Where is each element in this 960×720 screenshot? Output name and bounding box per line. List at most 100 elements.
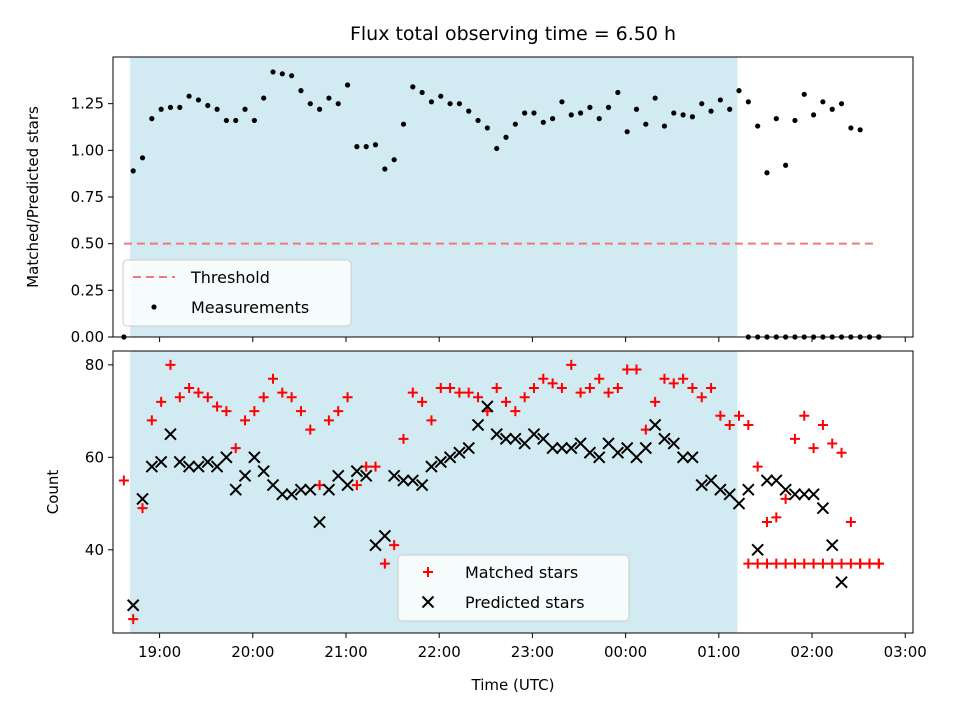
ratio-panel: 0.00 0.25 0.50 0.75 1.00 1.25 Threshold Measure… xyxy=(71,56,914,346)
y-tick-label: 40 xyxy=(85,541,104,559)
legend-box xyxy=(122,259,352,327)
measurement-point xyxy=(503,134,509,140)
predicted-star-point xyxy=(406,474,420,487)
predicted-star-point xyxy=(294,483,308,496)
y-tick-label: 60 xyxy=(85,448,104,466)
matched-star-point xyxy=(305,424,316,435)
measurement-point xyxy=(261,95,267,101)
measurement-point xyxy=(326,95,332,101)
measurement-point xyxy=(242,106,248,112)
predicted-star-point xyxy=(425,460,438,473)
matched-star-point xyxy=(659,373,670,384)
measurement-point xyxy=(829,106,835,112)
measurement-point xyxy=(522,110,528,116)
matched-star-point xyxy=(808,558,819,569)
measurement-point xyxy=(270,69,276,75)
predicted-star-point xyxy=(313,515,326,529)
matched-star-point xyxy=(435,382,446,393)
matched-star-point xyxy=(752,558,763,569)
count-y-axis-label: Count xyxy=(44,470,62,515)
predicted-star-point xyxy=(499,432,513,446)
matched-star-point xyxy=(417,396,428,407)
predicted-star-point xyxy=(742,483,755,496)
predicted-star-point xyxy=(826,538,839,552)
matched-star-point xyxy=(463,387,474,398)
measurement-point xyxy=(689,114,696,120)
y-tick-label: 1.00 xyxy=(71,141,104,159)
legend-measurements-swatch xyxy=(151,304,157,310)
legend-threshold-label: Threshold xyxy=(190,268,270,287)
predicted-star-point xyxy=(471,418,485,432)
measurement-point xyxy=(540,119,546,125)
predicted-star-point xyxy=(359,469,373,483)
y-tick-label: 0.50 xyxy=(71,235,104,253)
matched-star-point xyxy=(333,406,344,417)
predicted-star-point xyxy=(210,460,224,473)
y-tick-label: 1.25 xyxy=(71,95,104,113)
x-tick-label: 23:00 xyxy=(511,643,554,661)
matched-star-point xyxy=(342,392,353,403)
measurement-point xyxy=(643,121,649,127)
predicted-star-point xyxy=(574,437,587,450)
matched-star-point xyxy=(323,415,334,426)
measurement-point xyxy=(298,88,304,94)
legend-predicted-label: Predicted stars xyxy=(465,593,585,612)
predicted-star-point xyxy=(238,469,252,483)
x-tick-label: 20:00 xyxy=(231,643,274,661)
matched-star-point xyxy=(230,443,241,454)
predicted-star-point xyxy=(732,497,746,510)
predicted-star-point xyxy=(229,483,242,496)
predicted-star-point xyxy=(164,428,177,441)
measurement-point xyxy=(335,101,341,107)
matched-star-point xyxy=(193,387,204,398)
matched-star-point xyxy=(622,364,633,375)
predicted-star-point xyxy=(182,460,196,473)
matched-star-point xyxy=(687,382,698,393)
predicted-star-point xyxy=(686,451,699,464)
matched-star-point xyxy=(761,558,772,569)
matched-star-point xyxy=(808,443,819,454)
measurement-point xyxy=(167,104,174,110)
measurement-point xyxy=(317,106,323,112)
ratio-y-axis-label: Matched/Predicted stars xyxy=(24,106,42,288)
predicted-star-point xyxy=(658,432,671,446)
matched-star-point xyxy=(538,373,549,384)
predicted-star-point xyxy=(443,451,457,464)
measurement-point xyxy=(838,101,845,107)
matched-star-point xyxy=(528,382,539,393)
legend-matched-swatch xyxy=(423,567,433,577)
matched-star-point xyxy=(799,410,810,421)
matched-star-point xyxy=(789,558,800,569)
axes-frame xyxy=(112,56,914,338)
matched-star-point xyxy=(566,359,577,370)
measurement-point xyxy=(848,125,854,131)
predicted-star-point xyxy=(714,483,727,496)
predicted-star-point xyxy=(192,460,205,473)
predicted-star-point xyxy=(546,441,559,455)
predicted-star-point xyxy=(434,455,447,469)
x-tick-label: 21:00 xyxy=(324,643,367,661)
predicted-star-point xyxy=(397,474,410,487)
predicted-star-point xyxy=(248,451,261,464)
matched-star-point xyxy=(277,387,288,398)
measurement-point xyxy=(792,117,798,124)
predicted-star-point xyxy=(518,437,531,450)
predicted-star-point xyxy=(173,455,187,469)
matched-star-point xyxy=(286,392,297,403)
predicted-star-point xyxy=(676,451,690,464)
predicted-star-point xyxy=(798,488,811,501)
measurement-point xyxy=(857,127,863,133)
matched-star-point xyxy=(827,558,838,569)
measurement-point xyxy=(605,104,612,110)
predicted-star-point xyxy=(136,492,149,506)
measurement-point xyxy=(801,91,807,97)
matched-star-point xyxy=(845,517,856,528)
measurement-point xyxy=(633,106,640,112)
matched-star-point xyxy=(165,359,176,370)
predicted-star-point xyxy=(257,464,270,478)
legend-measurements-label: Measurements xyxy=(191,298,309,317)
legend-box xyxy=(397,554,630,622)
measurement-point xyxy=(195,97,202,103)
matched-star-point xyxy=(445,382,456,393)
y-tick-label: 0.75 xyxy=(71,188,104,206)
